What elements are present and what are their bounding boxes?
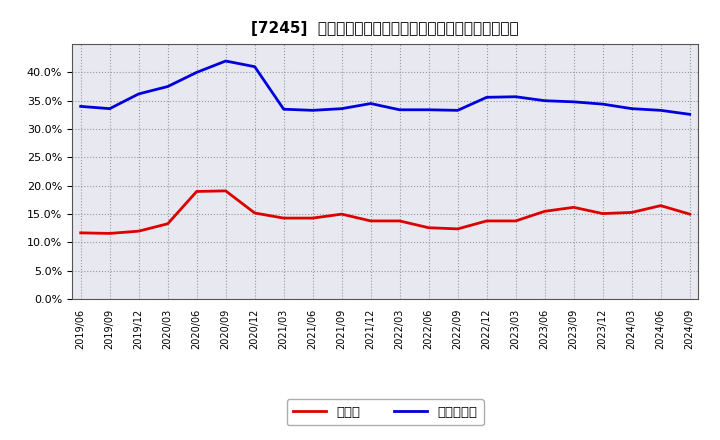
有利子負債 xyxy=(366,101,375,106)
有利子負債 xyxy=(598,102,607,107)
有利子負債 xyxy=(279,106,288,112)
Legend: 現領金, 有利子負債: 現領金, 有利子負債 xyxy=(287,399,484,425)
現領金 xyxy=(251,210,259,216)
有利子負債 xyxy=(627,106,636,111)
現領金 xyxy=(221,188,230,194)
有利子負債 xyxy=(395,107,404,113)
有利子負債 xyxy=(454,108,462,113)
現領金 xyxy=(366,218,375,224)
現領金 xyxy=(192,189,201,194)
現領金 xyxy=(424,225,433,231)
現領金 xyxy=(454,226,462,231)
有利子負債 xyxy=(163,84,172,89)
Line: 有利子負債: 有利子負債 xyxy=(81,61,690,114)
現領金 xyxy=(135,228,143,234)
有利子負債 xyxy=(105,106,114,111)
有利子負債 xyxy=(251,64,259,70)
有利子負債 xyxy=(338,106,346,111)
有利子負債 xyxy=(685,112,694,117)
有利子負債 xyxy=(424,107,433,113)
現領金 xyxy=(598,211,607,216)
有利子負債 xyxy=(135,91,143,96)
現領金 xyxy=(482,218,491,224)
有利子負債 xyxy=(192,70,201,75)
現領金 xyxy=(511,218,520,224)
現領金 xyxy=(627,210,636,215)
現領金 xyxy=(657,203,665,208)
現領金 xyxy=(685,212,694,217)
有利子負債 xyxy=(657,108,665,113)
有利子負債 xyxy=(511,94,520,99)
現領金 xyxy=(105,231,114,236)
Title: [7245]  現領金、有利子負債の総資産に対する比率の推移: [7245] 現領金、有利子負債の総資産に対する比率の推移 xyxy=(251,21,519,36)
有利子負債 xyxy=(308,108,317,113)
有利子負債 xyxy=(541,98,549,103)
有利子負債 xyxy=(482,95,491,100)
現領金 xyxy=(570,205,578,210)
現領金 xyxy=(395,218,404,224)
現領金 xyxy=(163,221,172,227)
Line: 現領金: 現領金 xyxy=(81,191,690,233)
現領金 xyxy=(541,209,549,214)
有利子負債 xyxy=(570,99,578,104)
現領金 xyxy=(76,230,85,235)
現領金 xyxy=(279,216,288,221)
有利子負債 xyxy=(76,104,85,109)
現領金 xyxy=(308,216,317,221)
現領金 xyxy=(338,212,346,217)
有利子負債 xyxy=(221,59,230,64)
